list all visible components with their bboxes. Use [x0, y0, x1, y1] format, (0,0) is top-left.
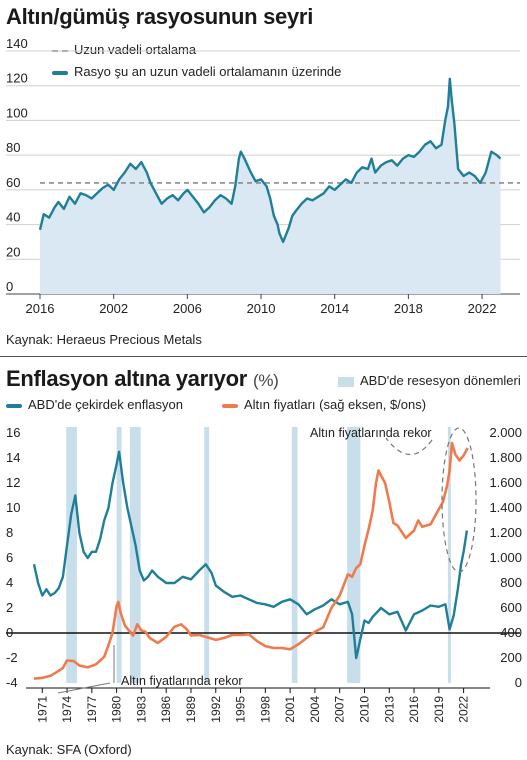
chart2-unit: (%)	[253, 371, 279, 390]
annotation-label-bottom: Altın fiyatlarında rekor	[121, 674, 243, 688]
line-swatch-icon	[52, 70, 68, 75]
legend-item-core-inflation: ABD'de çekirdek enflasyon	[6, 397, 183, 412]
x-tick-label: 2010	[247, 301, 276, 316]
chart2-title: Enflasyon altına yarıyor (%)	[6, 366, 279, 392]
recession-band	[204, 427, 210, 683]
legend-label-average: Uzun vadeli ortalama	[74, 42, 197, 57]
y-tick-label: 120	[6, 71, 28, 86]
legend-label-inflation: ABD'de çekirdek enflasyon	[28, 397, 183, 412]
left-y-axis-ticks: -4 -2 0 2 4 6 8 10 12 14 16	[6, 425, 20, 690]
x-tick-label: 1986	[159, 696, 173, 723]
x-tick-label: 2019	[432, 696, 446, 723]
x-tick-label: 1992	[209, 696, 223, 723]
legend-item-ratio: Rasyo şu an uzun vadeli ortalamanın üzer…	[52, 64, 341, 79]
x-tick-label: 2006	[173, 301, 202, 316]
left-y-tick-label: 12	[6, 475, 20, 490]
x-tick-label: 2004	[308, 696, 322, 723]
chart2-source: Kaynak: SFA (Oxford)	[6, 742, 132, 757]
recession-band	[129, 427, 141, 683]
x-tick-label: 2013	[382, 696, 396, 723]
right-y-tick-label: 1.800	[489, 450, 522, 465]
x-tick-label: 2007	[333, 696, 347, 723]
left-y-tick-label: 8	[6, 525, 13, 540]
legend-item-recession: ABD'de resesyon dönemleri	[338, 373, 521, 388]
recession-band	[66, 427, 77, 683]
section-divider	[0, 356, 527, 357]
x-tick-label: 1983	[134, 696, 148, 723]
legend-label-recession: ABD'de resesyon dönemleri	[360, 373, 521, 388]
x-tick-label: 2016	[407, 696, 421, 723]
ratio-area-fill	[40, 78, 501, 294]
right-y-tick-label: 0	[515, 675, 522, 690]
left-y-tick-label: -4	[6, 675, 18, 690]
right-y-tick-label: 800	[500, 575, 522, 590]
x-tick-label: 2022	[468, 301, 497, 316]
y-tick-label: 140	[6, 36, 28, 51]
y-axis-ticks: 0 20 40 60 80 100 120 140	[6, 36, 28, 294]
ratio-line	[38, 77, 502, 244]
right-y-tick-label: 1.400	[489, 500, 522, 515]
y-tick-label: 80	[6, 140, 20, 155]
x-tick-label: 1971	[35, 696, 49, 723]
recession-band	[291, 427, 298, 683]
right-y-tick-label: 2.000	[489, 425, 522, 440]
chart2-title-text: Enflasyon altına yarıyor	[6, 366, 247, 391]
annotation-record-1980: Altın fiyatlarında rekor	[57, 645, 243, 694]
x-tick-label: 2001	[283, 696, 297, 723]
line-swatch-icon	[6, 403, 22, 408]
core-inflation-line	[32, 450, 469, 660]
left-y-tick-label: 0	[6, 625, 13, 640]
legend-item-gold: Altın fiyatları (sağ eksen, $/ons)	[222, 397, 426, 412]
left-y-tick-label: -2	[6, 650, 18, 665]
y-tick-label: 100	[6, 105, 28, 120]
right-y-tick-label: 1.200	[489, 525, 522, 540]
gold-price-line	[33, 441, 469, 680]
left-y-tick-label: 10	[6, 500, 20, 515]
line-swatch-icon	[222, 403, 238, 408]
legend-label-gold: Altın fiyatları (sağ eksen, $/ons)	[244, 397, 427, 412]
left-y-tick-label: 2	[6, 600, 13, 615]
x-tick-label: 1980	[110, 696, 124, 723]
x-tick-label: 1974	[60, 696, 74, 723]
chart1-source: Kaynak: Heraeus Precious Metals	[6, 332, 202, 347]
x-tick-label: 2016	[26, 301, 55, 316]
x-tick-label: 2018	[394, 301, 423, 316]
left-y-tick-label: 16	[6, 425, 20, 440]
annotation-record-2020: Altın fiyatlarında rekor	[310, 426, 477, 573]
right-y-axis-ticks: 0 200 400 600 800 1.000 1.200 1.400 1.600 1.800 2.…	[489, 425, 522, 690]
y-tick-label: 0	[6, 279, 13, 294]
right-y-tick-label: 400	[500, 625, 522, 640]
x-tick-label: 2010	[358, 696, 372, 723]
right-y-tick-label: 1.600	[489, 475, 522, 490]
right-y-tick-label: 200	[500, 650, 522, 665]
y-tick-label: 40	[6, 210, 20, 225]
x-tick-label: 1989	[184, 696, 198, 723]
left-y-tick-label: 4	[6, 575, 13, 590]
right-y-tick-label: 600	[500, 600, 522, 615]
annotation-label-top: Altın fiyatlarında rekor	[310, 426, 432, 440]
legend-label-ratio: Rasyo şu an uzun vadeli ortalamanın üzer…	[74, 64, 342, 79]
chart1-title: Altın/gümüş rasyosunun seyri	[6, 4, 314, 29]
left-y-tick-label: 6	[6, 550, 13, 565]
x-tick-label: 1977	[85, 696, 99, 723]
x-tick-label: 2014	[320, 301, 349, 316]
left-y-tick-label: 14	[6, 450, 20, 465]
recession-band	[116, 427, 122, 683]
recession-band	[347, 427, 361, 683]
box-swatch-icon	[338, 376, 354, 387]
y-tick-label: 20	[6, 244, 20, 259]
right-y-tick-label: 1.000	[489, 550, 522, 565]
x-tick-label: 1995	[234, 696, 248, 723]
x-axis-ticks: 2016 2002 2006 2010 2014 2018 2022	[26, 294, 497, 316]
recession-bands	[66, 427, 451, 683]
x-tick-label: 2022	[457, 696, 471, 723]
y-tick-label: 60	[6, 175, 20, 190]
x-tick-label: 2002	[99, 301, 128, 316]
recession-band	[447, 427, 451, 683]
x-axis-ticks: 1971 1974 1977 1980 1983 1986 1989 1992 1995 1998…	[35, 688, 471, 723]
x-tick-label: 1998	[258, 696, 272, 723]
